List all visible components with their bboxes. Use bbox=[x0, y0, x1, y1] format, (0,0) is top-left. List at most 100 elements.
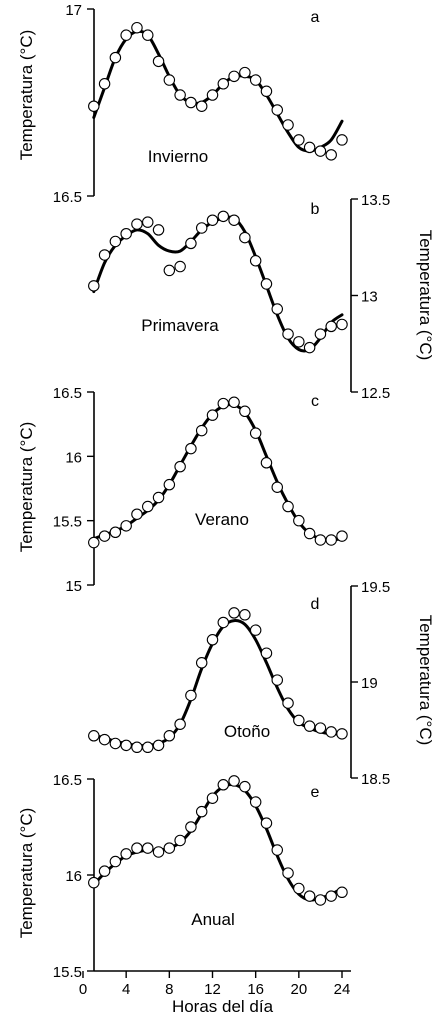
y-tick-label: 17 bbox=[65, 2, 82, 19]
data-point bbox=[336, 728, 348, 740]
data-point bbox=[303, 341, 316, 354]
data-point bbox=[142, 741, 154, 754]
panel-letter: c bbox=[311, 393, 319, 410]
data-point bbox=[325, 534, 337, 546]
season-label: Invierno bbox=[148, 147, 208, 166]
y-axis-title: Temperatura (°C) bbox=[17, 422, 36, 553]
data-point bbox=[195, 805, 208, 818]
data-point bbox=[303, 527, 316, 540]
data-point bbox=[142, 29, 154, 41]
data-point bbox=[152, 55, 165, 68]
y-tick-label: 18.5 bbox=[361, 771, 390, 788]
data-point bbox=[206, 409, 219, 421]
data-point bbox=[228, 214, 240, 226]
data-point bbox=[325, 890, 337, 902]
data-point bbox=[206, 89, 219, 101]
x-tick-label: 12 bbox=[204, 981, 221, 998]
y-tick-label: 12.5 bbox=[361, 385, 390, 402]
y-axis-title: Temperatura (°C) bbox=[17, 30, 36, 161]
y-tick-label: 13 bbox=[361, 289, 378, 306]
panel-e: 16.5 16 15.5 Temperatura (°C) e Anual 0 4 8 12 16 2… bbox=[17, 772, 351, 1016]
data-point bbox=[260, 817, 273, 829]
y-tick-label: 16 bbox=[65, 449, 82, 466]
data-point bbox=[98, 249, 111, 261]
data-point bbox=[174, 834, 186, 847]
data-point bbox=[131, 508, 143, 520]
data-point bbox=[239, 405, 251, 418]
x-tick-label: 24 bbox=[334, 981, 351, 998]
data-point bbox=[131, 218, 143, 230]
data-point bbox=[109, 235, 122, 248]
data-point bbox=[88, 100, 100, 112]
data-point bbox=[120, 520, 132, 532]
data-point bbox=[206, 634, 219, 646]
y-axis-title: Temperatura (°C) bbox=[17, 808, 36, 939]
data-point bbox=[206, 792, 219, 804]
data-point bbox=[217, 78, 230, 90]
data-point bbox=[217, 779, 230, 791]
data-point bbox=[152, 491, 165, 504]
data-point bbox=[260, 278, 273, 290]
data-point bbox=[131, 21, 143, 34]
data-point bbox=[260, 85, 273, 98]
data-point bbox=[109, 526, 122, 538]
data-point bbox=[217, 397, 230, 410]
data-point bbox=[142, 216, 154, 228]
data-point bbox=[163, 730, 176, 742]
data-point bbox=[163, 264, 176, 277]
y-tick-label: 15.5 bbox=[53, 514, 82, 531]
data-point bbox=[325, 726, 337, 738]
data-point bbox=[314, 328, 327, 340]
y-tick-label: 19.5 bbox=[361, 579, 390, 596]
fit-curve bbox=[92, 783, 344, 902]
season-label: Anual bbox=[191, 910, 234, 929]
y-tick-label: 13.5 bbox=[361, 192, 390, 209]
y-tick-label: 15 bbox=[65, 578, 82, 595]
y-axis-title: Temperatura (°C) bbox=[416, 615, 435, 746]
data-point bbox=[325, 320, 337, 333]
data-point bbox=[174, 718, 186, 730]
data-point bbox=[98, 865, 111, 877]
data-point bbox=[185, 689, 197, 702]
panel-letter: e bbox=[311, 784, 320, 801]
data-point bbox=[185, 96, 197, 109]
data-point bbox=[142, 842, 154, 854]
data-point bbox=[282, 119, 294, 131]
data-point bbox=[120, 739, 132, 752]
x-axis-title: Horas del día bbox=[172, 997, 274, 1016]
data-point bbox=[239, 66, 251, 79]
data-point bbox=[249, 255, 262, 267]
y-axis-title: Temperatura (°C) bbox=[416, 230, 435, 361]
x-tick-label: 4 bbox=[122, 981, 130, 998]
data-point bbox=[336, 886, 348, 899]
data-point bbox=[131, 741, 143, 754]
data-point bbox=[152, 739, 165, 752]
data-point bbox=[303, 720, 316, 732]
data-point bbox=[336, 530, 348, 542]
y-tick-label: 15.5 bbox=[53, 964, 82, 981]
data-point bbox=[228, 70, 240, 83]
data-point bbox=[239, 609, 251, 621]
season-label: Primavera bbox=[141, 316, 219, 335]
data-point bbox=[98, 78, 111, 90]
data-point bbox=[174, 260, 186, 273]
data-point bbox=[271, 303, 283, 315]
data-point bbox=[185, 821, 197, 833]
data-point bbox=[109, 855, 122, 868]
data-point bbox=[249, 427, 262, 439]
data-point bbox=[303, 890, 316, 902]
data-point bbox=[249, 74, 262, 86]
data-point bbox=[88, 536, 100, 549]
panel-letter: a bbox=[311, 9, 320, 26]
data-point bbox=[282, 328, 294, 340]
data-point bbox=[239, 231, 251, 244]
data-point bbox=[260, 457, 273, 469]
panel-letter: d bbox=[311, 596, 320, 613]
data-point bbox=[185, 237, 197, 250]
data-point bbox=[152, 224, 165, 236]
panel-c: 16.5 16 15.5 15 Temperatura (°C) c Verano bbox=[17, 385, 348, 595]
y-tick-label: 19 bbox=[361, 675, 378, 692]
data-point bbox=[249, 796, 262, 808]
panel-a: 17 16.5 Temperatura (°C) a Invierno bbox=[17, 2, 348, 206]
